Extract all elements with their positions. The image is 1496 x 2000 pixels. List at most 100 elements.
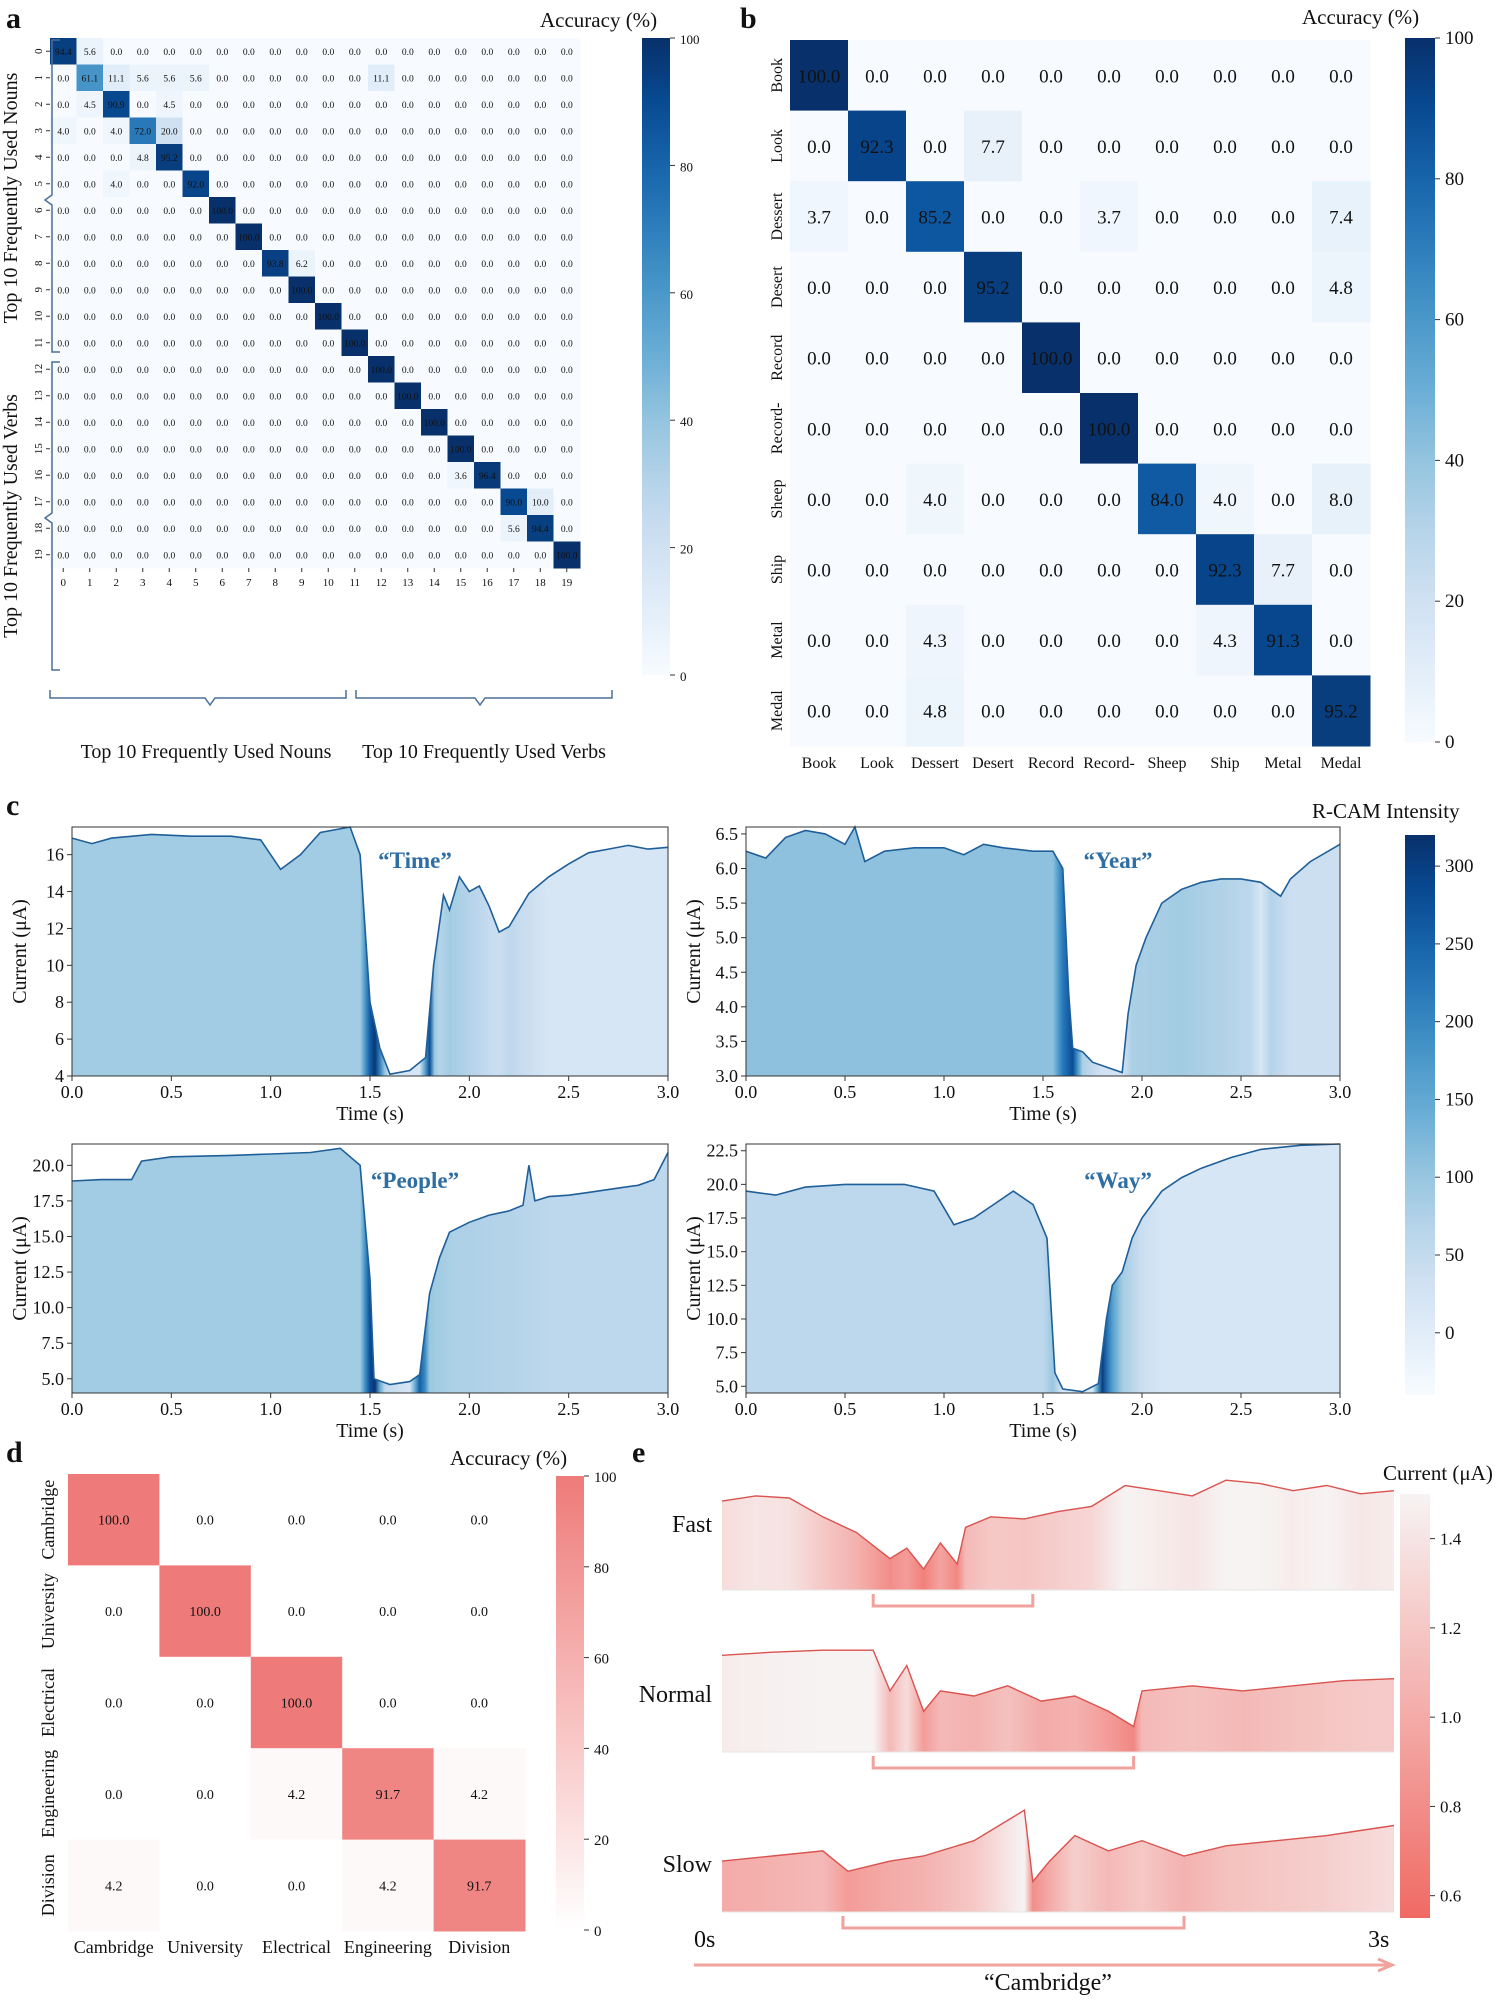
current-line <box>745 824 1341 1074</box>
cell-value: 4.2 <box>288 1788 306 1803</box>
cell-value: 0.0 <box>137 207 149 217</box>
cell-value: 0.0 <box>534 127 546 137</box>
d-cbar-tick-label: 100 <box>594 1470 617 1486</box>
cell-value: 100.0 <box>318 313 340 323</box>
heatmap-cell <box>209 382 236 410</box>
cell-value: 0.0 <box>375 207 387 217</box>
x-tick-label: 2.5 <box>1230 1399 1253 1419</box>
cell-value: 0.0 <box>481 419 493 429</box>
cell-value: 0.0 <box>296 366 308 376</box>
cell-value: 100.0 <box>344 339 366 349</box>
cell-value: 0.0 <box>481 74 493 84</box>
cell-value: 93.8 <box>267 260 284 270</box>
cell-value: 0.0 <box>455 180 467 190</box>
heatmap-cell <box>182 356 210 383</box>
cell-value: 0.0 <box>561 445 573 455</box>
heatmap-cell <box>288 329 316 357</box>
d-cbar-bar <box>556 1476 584 1930</box>
cell-value: 0.0 <box>163 313 175 323</box>
y-tick-label: 6 <box>55 1029 64 1049</box>
cell-value: 0.0 <box>196 1514 214 1529</box>
current-line <box>71 826 669 1076</box>
cell-value: 0.0 <box>508 339 520 349</box>
cell-value: 0.0 <box>57 101 69 111</box>
cell-value: 0.0 <box>110 48 122 58</box>
heatmap-cell <box>235 38 263 65</box>
heatmap-cell <box>527 38 554 65</box>
heatmap-cell <box>394 250 422 277</box>
x-tick-label: Cambridge <box>74 1937 154 1957</box>
cell-value: 0.0 <box>84 180 96 190</box>
heatmap-cell <box>235 117 263 145</box>
cell-value: 0.0 <box>296 551 308 561</box>
cell-value: 0.0 <box>163 207 175 217</box>
panel-a-xlabel-verbs: Top 10 Frequently Used Verbs <box>362 741 606 763</box>
heatmap-cell <box>250 1839 343 1932</box>
cell-value: 0.0 <box>402 286 414 296</box>
cell-value: 0.0 <box>216 154 228 164</box>
cell-value: 0.0 <box>196 1697 214 1712</box>
heatmap-cell <box>964 322 1023 394</box>
heatmap-cell <box>103 515 130 542</box>
speed-area <box>722 1480 1394 1590</box>
cell-value: 0.0 <box>110 233 122 243</box>
heatmap-cell <box>68 1839 160 1932</box>
heatmap-cell <box>156 356 183 383</box>
heatmap-cell <box>527 64 554 92</box>
cell-value: 0.0 <box>402 498 414 508</box>
cell-value: 0.0 <box>375 445 387 455</box>
heatmap-cell <box>1312 604 1371 676</box>
x-tick-label: Metal <box>1264 755 1302 772</box>
speed-line <box>721 1479 1395 1571</box>
heatmap-cell <box>447 117 475 145</box>
cell-value: 0.0 <box>561 260 573 270</box>
cell-value: 0.0 <box>402 313 414 323</box>
x-axis-label: Time (s) <box>336 1103 404 1125</box>
cell-value: 100.0 <box>281 1697 313 1712</box>
heatmap-cell <box>848 181 907 253</box>
cell-value: 0.0 <box>923 137 947 158</box>
a-cbar-tick-label: 20 <box>680 542 693 557</box>
heatmap-cell <box>394 197 422 224</box>
heatmap-cell <box>447 197 475 224</box>
heatmap-cell <box>182 409 210 436</box>
cell-value: 0.0 <box>481 127 493 137</box>
heatmap-cell <box>848 675 907 747</box>
heatmap-cell <box>129 144 157 171</box>
heatmap-cell <box>1080 604 1139 676</box>
cell-value: 0.0 <box>561 286 573 296</box>
heatmap-cell <box>262 91 289 118</box>
cell-value: 0.0 <box>481 392 493 402</box>
heatmap-cell <box>394 488 422 516</box>
heatmap-cell <box>262 409 289 436</box>
cell-value: 0.0 <box>1155 137 1179 158</box>
panel-a-colorbar: 0 20 40 60 80 100 <box>642 32 700 684</box>
cell-value: 0.0 <box>455 127 467 137</box>
heatmap-cell <box>129 303 157 330</box>
heatmap-cell <box>368 91 395 118</box>
heatmap-cell <box>235 170 263 198</box>
panel-a-colorbar-title: Accuracy (%) <box>540 8 657 32</box>
cell-value: 0.0 <box>807 490 831 511</box>
x-tick-label: 3.0 <box>657 1082 680 1102</box>
cell-value: 0.0 <box>1271 419 1295 440</box>
x-tick-label: Record- <box>1083 755 1135 772</box>
y-tick-label: 4 <box>33 154 45 160</box>
heatmap-cell <box>209 329 236 357</box>
cell-value: 0.0 <box>1213 137 1237 158</box>
cell-value: 0.0 <box>481 101 493 111</box>
cell-value: 0.0 <box>375 392 387 402</box>
heatmap-cell <box>421 303 448 330</box>
current-line <box>745 1143 1341 1393</box>
cell-value: 0.0 <box>1097 66 1121 87</box>
heatmap-cell <box>368 250 395 277</box>
heatmap-cell <box>474 541 501 569</box>
heatmap-cell <box>553 38 581 65</box>
heatmap-cell <box>288 435 316 463</box>
cell-value: 94.4 <box>532 525 549 535</box>
cell-value: 0.0 <box>322 366 334 376</box>
heatmap-cell <box>342 1839 435 1932</box>
cell-value: 100.0 <box>371 366 393 376</box>
heatmap-cell <box>103 144 130 171</box>
